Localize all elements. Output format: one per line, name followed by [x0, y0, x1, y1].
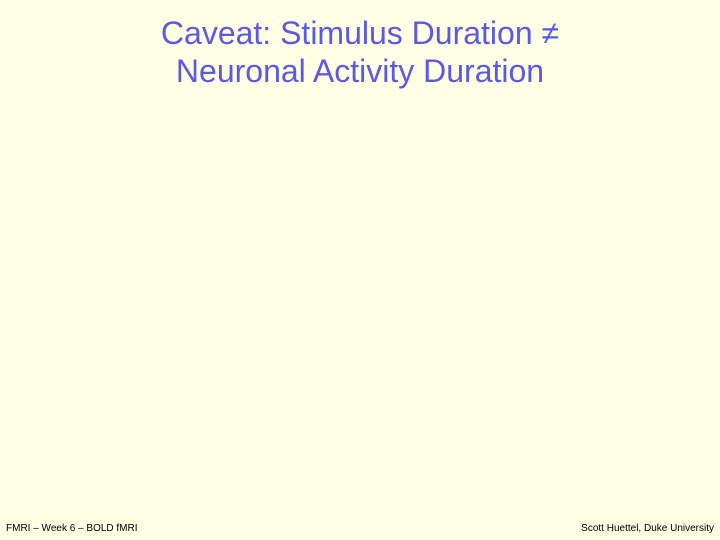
title-line-2: Neuronal Activity Duration — [176, 53, 544, 89]
slide-title: Caveat: Stimulus Duration ≠ Neuronal Act… — [0, 14, 720, 91]
title-line-1: Caveat: Stimulus Duration ≠ — [161, 15, 559, 51]
slide: Caveat: Stimulus Duration ≠ Neuronal Act… — [0, 0, 720, 540]
footer-left: FMRI – Week 6 – BOLD fMRI — [6, 523, 138, 534]
footer-right: Scott Huettel, Duke University — [581, 523, 714, 534]
